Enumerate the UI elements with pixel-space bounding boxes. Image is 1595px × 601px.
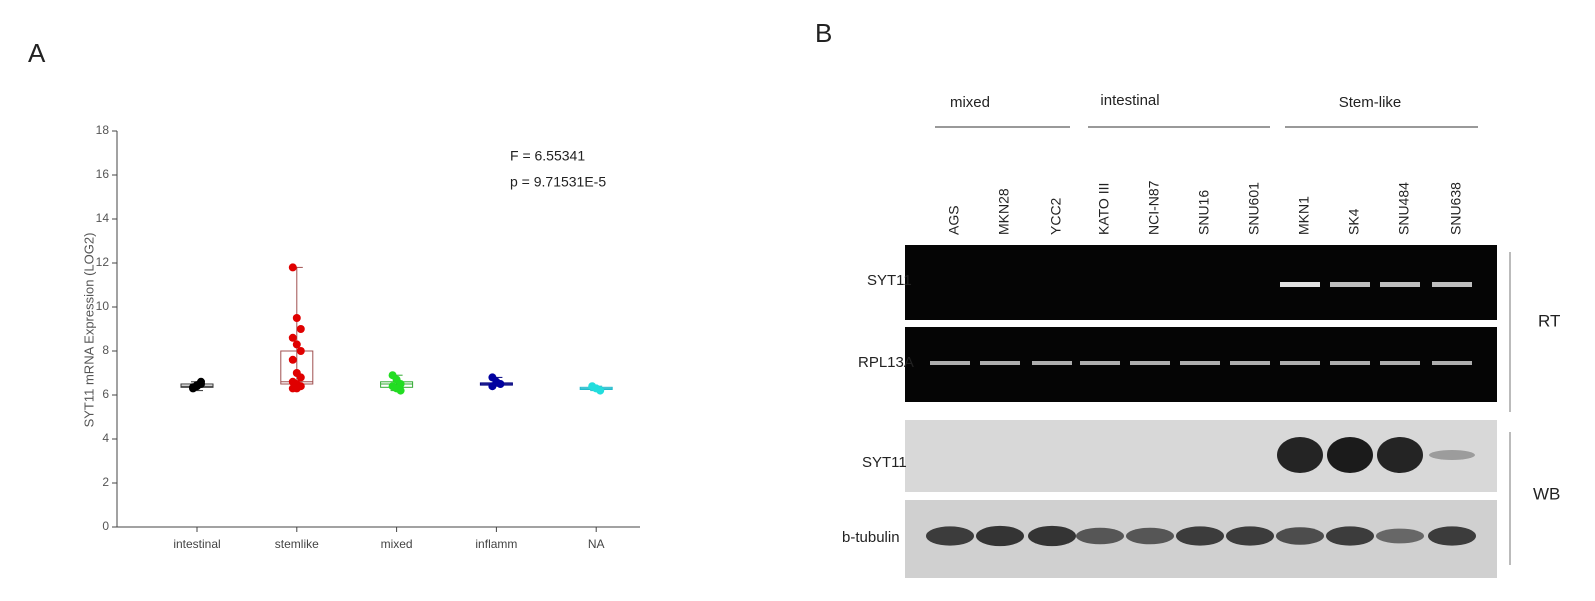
y-tick-label: 6 [102,387,109,401]
band [1432,361,1472,365]
data-point [288,355,297,364]
band [930,361,970,365]
band [1076,527,1124,545]
band [1176,526,1224,546]
data-point [292,340,301,349]
band [1380,361,1420,365]
y-tick-label: 2 [102,475,109,489]
band [1432,282,1472,287]
y-tick-label: 8 [102,343,109,357]
band [1280,361,1320,365]
data-point [288,263,297,272]
band [1428,526,1476,546]
band [1028,525,1076,547]
group-label: intestinal [1100,92,1159,109]
band [1277,437,1323,473]
x-tick-label: intestinal [173,537,220,551]
band [1380,282,1420,287]
data-point [596,386,605,395]
data-point [292,314,301,322]
band [1180,361,1220,365]
lane-label: YCC2 [1048,197,1064,235]
lane-label: KATO III [1096,183,1112,235]
annotation: F = 6.55341 [510,148,585,164]
data-point [292,384,301,393]
lane-label: SNU601 [1246,182,1262,235]
data-point [496,380,505,388]
band [1330,282,1370,287]
data-point [488,382,497,391]
data-point [197,377,205,386]
lane-label: SNU16 [1196,190,1212,235]
group-label: Stem-like [1339,94,1402,111]
band [1226,526,1274,546]
lane-label: NCI-N87 [1146,180,1162,235]
band [1276,527,1324,545]
band [1080,361,1120,365]
band [1130,361,1170,365]
x-tick-label: NA [588,537,605,551]
x-tick-label: inflamm [475,537,517,551]
lane-label: AGS [946,205,962,235]
group-label: mixed [950,94,990,111]
lane-label: MKN1 [1296,196,1312,235]
band [1330,361,1370,365]
band [1126,527,1174,545]
y-tick-label: 0 [102,519,109,533]
row-label: b-tubulin [842,529,900,546]
panel-label: A [28,38,46,68]
y-tick-label: 10 [96,299,110,313]
lane-label: SK4 [1346,208,1362,235]
section-label: WB [1533,484,1560,503]
y-axis-label: SYT11 mRNA Expression (LOG2) [81,233,96,428]
lane-label: MKN28 [996,188,1012,235]
band [1327,437,1373,473]
band [1326,526,1374,546]
lane-label: SNU484 [1396,182,1412,235]
band [976,525,1024,547]
y-tick-label: 18 [96,123,110,137]
y-tick-label: 14 [96,211,110,225]
band [1377,437,1423,473]
section-label: RT [1538,311,1560,330]
row-label: SYT11 [867,272,912,289]
data-point [296,347,305,355]
band [1032,361,1072,365]
lane-label: SNU638 [1448,182,1464,235]
row-label: RPL13A [858,354,914,371]
band [980,361,1020,365]
y-tick-label: 16 [96,167,110,181]
annotation: p = 9.71531E-5 [510,174,606,190]
band [1280,282,1320,287]
data-point [296,373,305,382]
y-tick-label: 12 [96,255,110,269]
y-tick-label: 4 [102,431,109,445]
row-label: SYT11 [862,454,907,471]
band [1230,361,1270,365]
band [1376,528,1424,544]
band [1429,450,1475,460]
data-point [288,333,297,342]
x-tick-label: stemlike [275,537,319,551]
data-point [296,325,305,333]
data-point [396,386,405,395]
panel-label: B [815,18,832,48]
x-tick-label: mixed [381,537,413,551]
band [926,526,974,546]
